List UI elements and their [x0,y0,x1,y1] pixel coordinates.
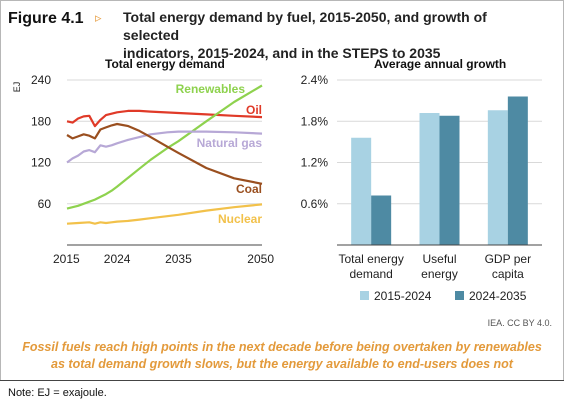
bar-2024-2035 [507,96,528,245]
series-line-coal [66,122,263,185]
line-y-tick-label: 120 [31,156,51,170]
bar-category-label: Total energy [338,252,403,266]
bar-category-label: energy [421,267,458,281]
line-y-tick-label: 60 [38,197,52,211]
bar-y-tick-label: 2.4% [301,73,329,87]
line-x-tick-label: 2035 [165,252,192,266]
line-x-tick-label: 2015 [53,252,80,266]
series-line-natural-gas [66,130,263,164]
bar-2015-2024 [487,110,508,245]
line-y-tick-label: 240 [31,73,51,87]
caption-line1: Fossil fuels reach high points in the ne… [22,340,542,354]
legend-swatch [455,291,464,300]
bar-category-label: capita [492,267,524,281]
bar-2015-2024 [351,137,372,245]
line-chart-title: Total energy demand [105,57,225,71]
series-label-oil: Oil [246,103,262,117]
line-y-axis-label: EJ [12,82,22,93]
figure-title: Total energy demand by fuel, 2015-2050, … [123,8,543,62]
bar-2015-2024 [419,113,440,245]
bar-y-tick-label: 0.6% [301,197,329,211]
figure-caption: Fossil fuels reach high points in the ne… [0,339,564,373]
bar-2024-2035 [371,195,392,245]
series-label-renewables: Renewables [176,82,246,96]
figure-label: Figure 4.1 [8,10,84,27]
bar-y-tick-label: 1.8% [301,114,329,128]
bar-category-label: Useful [422,252,456,266]
caption-line2: as total demand growth slows, but the en… [51,357,513,371]
bar-category-label: demand [349,267,392,281]
credit-text: IEA. CC BY 4.0. [487,318,552,328]
legend-label: 2015-2024 [374,289,432,303]
figure-title-line1: Total energy demand by fuel, 2015-2050, … [123,9,487,43]
line-x-tick-label: 2050 [247,252,274,266]
bar-2024-2035 [439,115,460,245]
line-y-tick-label: 180 [31,114,51,128]
line-x-tick-label: 2024 [104,252,131,266]
figure-title-line2: indicators, 2015-2024, and in the STEPS … [123,45,441,61]
series-label-coal: Coal [236,182,262,196]
bar-chart-title: Average annual growth [374,57,507,71]
series-line-oil [66,109,263,128]
legend-label: 2024-2035 [469,289,527,303]
series-label-nuclear: Nuclear [218,212,262,226]
legend-swatch [360,291,369,300]
bar-category-label: GDP per [485,252,531,266]
bar-y-tick-label: 1.2% [301,156,329,170]
figure-arrow-icon: ▹ [95,10,102,25]
series-label-natural-gas: Natural gas [197,136,263,150]
note-text: Note: EJ = exajoule. [8,387,107,399]
series-line-nuclear [66,203,263,225]
note-divider [0,380,564,381]
